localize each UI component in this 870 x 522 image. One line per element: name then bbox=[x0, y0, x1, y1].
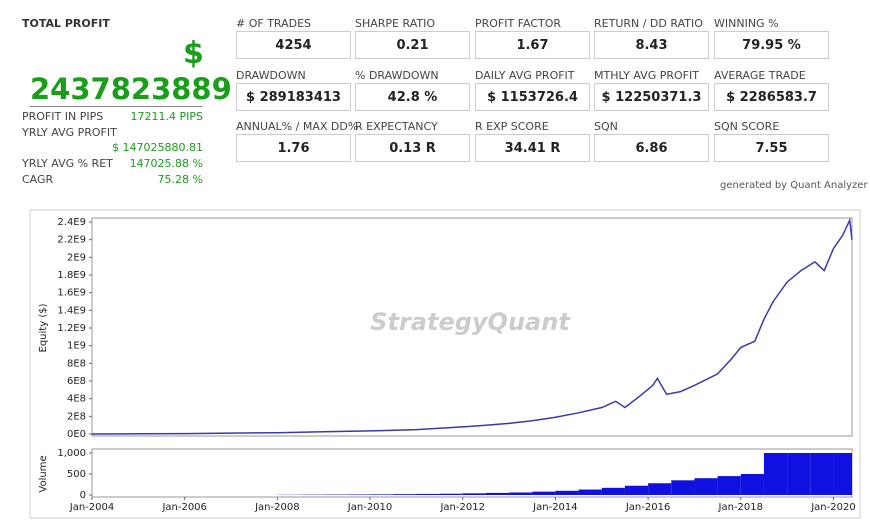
box-label: WINNING % bbox=[714, 17, 779, 30]
box-value: 1.76 bbox=[236, 134, 351, 162]
volume-bar bbox=[624, 485, 649, 495]
volume-bar bbox=[763, 453, 788, 495]
x-tick-label: Jan-2004 bbox=[69, 502, 114, 513]
box-label: % DRAWDOWN bbox=[355, 69, 439, 82]
box-label: R EXP SCORE bbox=[475, 120, 549, 133]
box-label: # OF TRADES bbox=[236, 17, 312, 30]
total-profit-label: TOTAL PROFIT bbox=[22, 17, 110, 30]
box-value: 0.13 R bbox=[355, 134, 470, 162]
watermark: StrategyQuant bbox=[370, 308, 571, 336]
box-value: $ 289183413 bbox=[236, 83, 351, 111]
box-value: 0.21 bbox=[355, 31, 470, 59]
volume-bar bbox=[810, 453, 834, 495]
box-value: $ 1153726.4 bbox=[475, 83, 590, 111]
box-value: 4254 bbox=[236, 31, 351, 59]
y-axis-label: Equity ($) bbox=[38, 303, 49, 352]
volume-bar bbox=[439, 493, 463, 495]
stat-value: $ 147025880.81 bbox=[112, 141, 203, 154]
box-value: 8.43 bbox=[594, 31, 709, 59]
stat-label: YRLY AVG % RET bbox=[22, 157, 113, 170]
volume-bar bbox=[717, 476, 741, 495]
box-label: PROFIT FACTOR bbox=[475, 17, 562, 30]
y-tick-label: 1.8E9 bbox=[57, 270, 86, 281]
volume-bar bbox=[578, 489, 602, 495]
box-label: SQN bbox=[594, 120, 618, 133]
stat-value: 17211.4 PIPS bbox=[130, 110, 203, 123]
y-tick-label: 2.2E9 bbox=[57, 235, 86, 246]
y-tick-label: 1.6E9 bbox=[57, 288, 86, 299]
box-label: SQN SCORE bbox=[714, 120, 780, 133]
box-label: MTHLY AVG PROFIT bbox=[594, 69, 699, 82]
y-tick-label: 2E9 bbox=[67, 252, 86, 263]
volume-bar bbox=[671, 480, 695, 495]
y-tick-label: 2E8 bbox=[67, 411, 86, 422]
volume-bar bbox=[532, 491, 556, 495]
box-value: 79.95 % bbox=[714, 31, 829, 59]
x-tick-label: Jan-2006 bbox=[161, 502, 206, 513]
box-label: RETURN / DD RATIO bbox=[594, 17, 703, 30]
volume-bar bbox=[393, 494, 417, 495]
box-value: 42.8 % bbox=[355, 83, 470, 111]
box-value: 1.67 bbox=[475, 31, 590, 59]
stat-value: 147025.88 % bbox=[129, 157, 203, 170]
box-label: DRAWDOWN bbox=[236, 69, 306, 82]
y-tick-label: 1E9 bbox=[67, 341, 86, 352]
y-tick-label: 1.4E9 bbox=[57, 305, 86, 316]
volume-bar bbox=[601, 487, 625, 495]
x-tick-label: Jan-2016 bbox=[625, 502, 670, 513]
y-tick-label: 2.4E9 bbox=[57, 217, 86, 228]
y-tick-label: 0E0 bbox=[67, 429, 86, 440]
x-tick-label: Jan-2008 bbox=[254, 502, 299, 513]
volume-bar bbox=[416, 493, 440, 495]
volume-bar bbox=[740, 474, 764, 495]
volume-bar bbox=[485, 492, 510, 495]
box-label: AVERAGE TRADE bbox=[714, 69, 806, 82]
box-value: 6.86 bbox=[594, 134, 709, 162]
box-value: $ 12250371.3 bbox=[594, 83, 709, 111]
box-value: 34.41 R bbox=[475, 134, 590, 162]
box-label: ANNUAL% / MAX DD% bbox=[236, 120, 359, 133]
x-tick-label: Jan-2014 bbox=[532, 502, 577, 513]
volume-bar bbox=[462, 493, 486, 495]
box-value: $ 2286583.7 bbox=[714, 83, 829, 111]
stat-label: YRLY AVG PROFIT bbox=[22, 126, 117, 139]
currency: $ bbox=[183, 36, 204, 71]
volume-bar bbox=[787, 453, 811, 495]
volume-bar bbox=[370, 494, 394, 495]
volume-bar bbox=[694, 478, 718, 495]
volume-bar bbox=[555, 490, 579, 495]
stat-label: PROFIT IN PIPS bbox=[22, 110, 104, 123]
stat-label: CAGR bbox=[22, 173, 54, 186]
box-value: 7.55 bbox=[714, 134, 829, 162]
stat-value: 75.28 % bbox=[157, 173, 203, 186]
x-tick-label: Jan-2010 bbox=[347, 502, 392, 513]
box-label: R EXPECTANCY bbox=[355, 120, 438, 133]
y-tick-label: 500 bbox=[67, 469, 86, 480]
x-tick-label: Jan-2020 bbox=[810, 502, 855, 513]
footer: generated by Quant Analyzer bbox=[720, 180, 868, 191]
chart-frame bbox=[29, 209, 861, 519]
y-tick-label: 1,000 bbox=[57, 448, 86, 459]
equity-line bbox=[91, 217, 853, 435]
x-tick-label: Jan-2012 bbox=[439, 502, 484, 513]
volume-bar bbox=[346, 494, 371, 495]
volume-bar bbox=[648, 483, 672, 495]
box-label: SHARPE RATIO bbox=[355, 17, 435, 30]
volume-bar bbox=[833, 453, 852, 495]
y-tick-label: 8E8 bbox=[67, 358, 86, 369]
box-label: DAILY AVG PROFIT bbox=[475, 69, 575, 82]
y-axis-label: Volume bbox=[38, 455, 49, 492]
x-tick-label: Jan-2018 bbox=[718, 502, 763, 513]
y-tick-label: 6E8 bbox=[67, 376, 86, 387]
y-tick-label: 0 bbox=[80, 490, 86, 501]
plot-area bbox=[91, 217, 853, 437]
total-profit: 2437823889 bbox=[30, 72, 232, 107]
volume-bar bbox=[509, 492, 533, 495]
y-tick-label: 1.2E9 bbox=[57, 323, 86, 334]
y-tick-label: 4E8 bbox=[67, 394, 86, 405]
